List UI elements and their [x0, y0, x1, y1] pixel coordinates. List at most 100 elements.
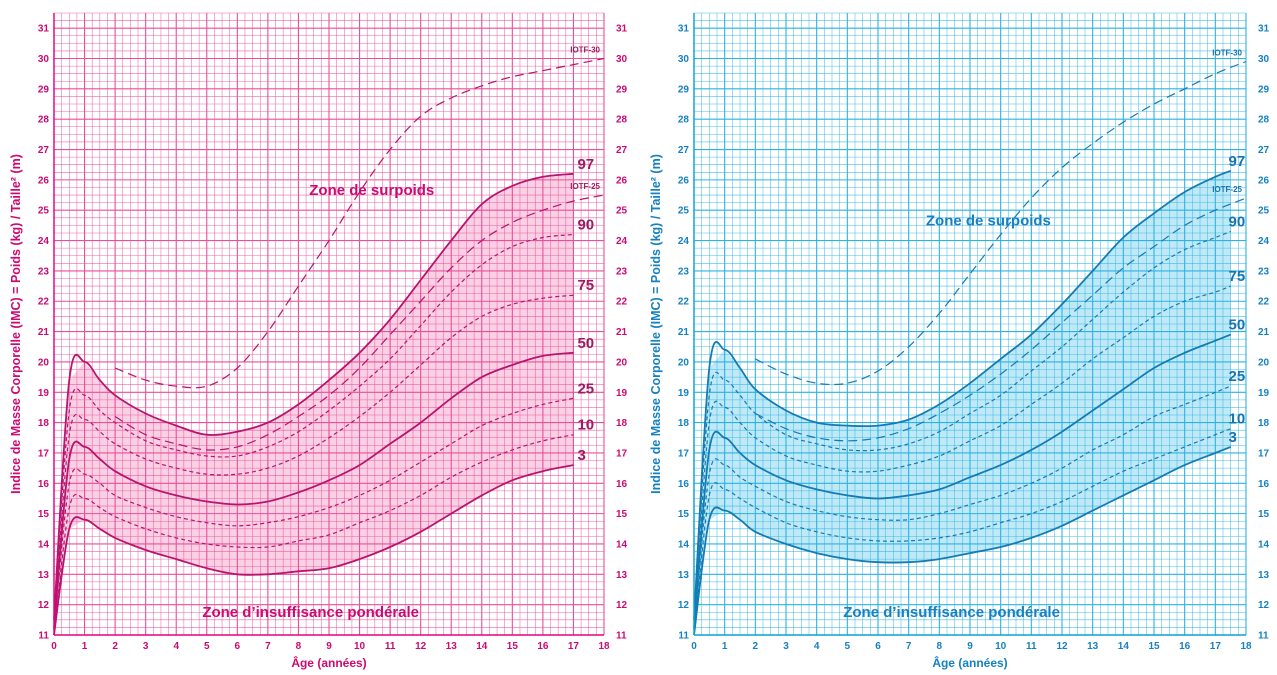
- series-label-3: 3: [1229, 429, 1237, 446]
- y-tick-label-right: 11: [616, 631, 627, 642]
- y-tick-label-left: 16: [38, 479, 50, 490]
- y-tick-label-right: 13: [616, 570, 628, 581]
- y-tick-label-right: 26: [1258, 175, 1270, 186]
- y-tick-label-left: 23: [678, 266, 690, 277]
- y-tick-label-left: 21: [678, 327, 690, 338]
- x-tick-label: 10: [354, 641, 366, 652]
- x-tick-label: 15: [1148, 641, 1160, 652]
- y-tick-label-left: 14: [678, 539, 690, 550]
- x-tick-label: 11: [1026, 641, 1037, 652]
- y-tick-label-right: 14: [1258, 539, 1270, 550]
- x-axis-title: Âge (années): [291, 655, 366, 670]
- y-tick-label-right: 30: [616, 54, 628, 65]
- series-label-10: 10: [1229, 411, 1246, 428]
- series-label-97: 97: [577, 156, 594, 173]
- y-tick-label-right: 12: [616, 600, 628, 611]
- x-tick-label: 1: [722, 641, 728, 652]
- y-tick-label-right: 25: [616, 206, 628, 217]
- y-tick-label-right: 29: [1258, 84, 1270, 95]
- x-tick-label: 16: [1179, 641, 1191, 652]
- y-tick-label-left: 18: [38, 418, 50, 429]
- y-tick-label-right: 21: [1258, 327, 1270, 338]
- x-tick-label: 10: [995, 641, 1007, 652]
- y-tick-label-left: 17: [38, 448, 50, 459]
- x-tick-label: 0: [691, 641, 697, 652]
- x-tick-label: 17: [1210, 641, 1222, 652]
- y-tick-label-left: 25: [678, 206, 690, 217]
- y-tick-label-right: 11: [1258, 631, 1269, 642]
- x-tick-label: 0: [51, 641, 57, 652]
- x-tick-label: 15: [507, 641, 519, 652]
- y-tick-label-left: 29: [678, 84, 690, 95]
- y-tick-label-right: 20: [1258, 357, 1270, 368]
- y-tick-label-left: 28: [678, 115, 690, 126]
- y-tick-label-right: 18: [616, 418, 628, 429]
- y-tick-label-right: 13: [1258, 570, 1270, 581]
- y-tick-label-right: 21: [616, 327, 628, 338]
- series-label-50: 50: [577, 335, 594, 352]
- y-tick-label-right: 31: [616, 24, 628, 35]
- x-tick-label: 18: [1240, 641, 1252, 652]
- y-tick-label-right: 17: [1258, 448, 1270, 459]
- x-tick-label: 13: [446, 641, 458, 652]
- y-tick-label-left: 11: [678, 631, 689, 642]
- series-label-97: 97: [1229, 153, 1246, 170]
- y-tick-label-left: 20: [38, 357, 50, 368]
- y-tick-label-right: 14: [616, 539, 628, 550]
- y-tick-label-left: 25: [38, 206, 50, 217]
- x-tick-label: 14: [1118, 641, 1130, 652]
- series-label-75: 75: [577, 277, 594, 294]
- y-tick-label-left: 23: [38, 266, 50, 277]
- y-tick-label-left: 12: [38, 600, 50, 611]
- y-tick-label-left: 19: [678, 388, 690, 399]
- y-tick-label-right: 16: [616, 479, 628, 490]
- x-tick-label: 1: [82, 641, 88, 652]
- y-tick-label-left: 18: [678, 418, 690, 429]
- y-tick-label-left: 17: [678, 448, 690, 459]
- y-tick-label-left: 22: [38, 297, 50, 308]
- y-tick-label-right: 18: [1258, 418, 1270, 429]
- x-tick-label: 12: [415, 641, 427, 652]
- y-tick-label-right: 19: [616, 388, 628, 399]
- y-tick-label-left: 31: [38, 24, 50, 35]
- y-tick-label-left: 19: [38, 388, 50, 399]
- y-tick-label-right: 29: [616, 84, 628, 95]
- y-tick-label-right: 22: [1258, 297, 1270, 308]
- x-tick-label: 18: [598, 641, 610, 652]
- x-tick-label: 3: [783, 641, 789, 652]
- y-tick-label-right: 15: [1258, 509, 1270, 520]
- series-label-iotf-30: IOTF-30: [570, 46, 600, 55]
- y-axis-title: Indice de Masse Corporelle (IMC) = Poids…: [649, 154, 663, 494]
- y-tick-label-right: 16: [1258, 479, 1270, 490]
- x-tick-label: 7: [906, 641, 912, 652]
- x-tick-label: 7: [265, 641, 271, 652]
- y-tick-label-left: 28: [38, 115, 50, 126]
- y-tick-label-right: 24: [1258, 236, 1270, 247]
- series-label-iotf-30: IOTF-30: [1212, 49, 1242, 58]
- y-tick-label-right: 28: [1258, 115, 1270, 126]
- zone-overweight-label: Zone de surpoids: [309, 182, 434, 199]
- x-tick-label: 13: [1087, 641, 1099, 652]
- y-tick-label-right: 20: [616, 357, 628, 368]
- y-tick-label-right: 15: [616, 509, 628, 520]
- y-axis-title: Indice de Masse Corporelle (IMC) = Poids…: [9, 154, 23, 494]
- x-tick-label: 12: [1056, 641, 1068, 652]
- y-tick-label-right: 19: [1258, 388, 1270, 399]
- series-label-25: 25: [1229, 368, 1246, 385]
- y-tick-label-left: 13: [38, 570, 50, 581]
- x-tick-label: 2: [753, 641, 759, 652]
- x-tick-label: 8: [937, 641, 943, 652]
- x-tick-label: 8: [296, 641, 302, 652]
- x-tick-label: 5: [204, 641, 210, 652]
- x-tick-label: 9: [326, 641, 332, 652]
- y-tick-label-left: 27: [678, 145, 690, 156]
- y-tick-label-right: 26: [616, 175, 628, 186]
- series-label-90: 90: [1229, 213, 1246, 230]
- y-tick-label-right: 28: [616, 115, 628, 126]
- x-tick-label: 3: [143, 641, 149, 652]
- y-tick-label-left: 21: [38, 327, 50, 338]
- series-label-iotf-25: IOTF-25: [1212, 185, 1242, 194]
- x-tick-label: 9: [967, 641, 973, 652]
